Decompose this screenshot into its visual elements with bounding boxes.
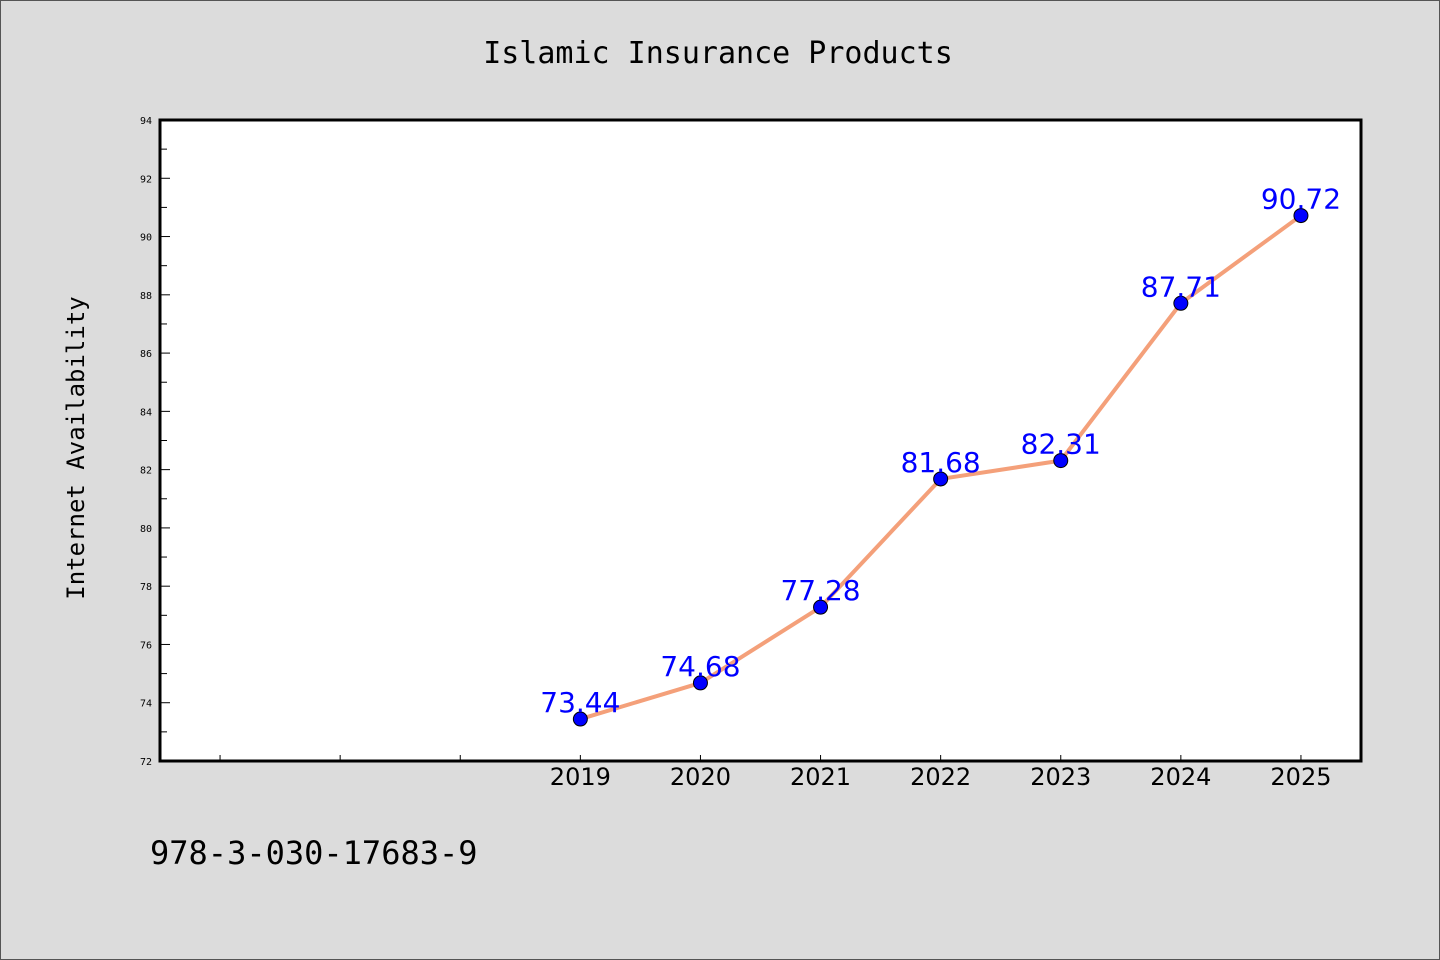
y-tick-label: 82	[140, 466, 152, 477]
data-point-marker	[813, 599, 829, 615]
y-tick-label: 92	[140, 174, 152, 185]
x-tick-label: 2022	[910, 763, 971, 791]
y-tick-label: 76	[140, 640, 152, 651]
x-tick-label: 2025	[1270, 763, 1331, 791]
series-layer: 73.44 74.68 77.28 81.68 82.31 87.71 90.72	[540, 183, 1341, 727]
y-axis-label: Internet Availability	[62, 296, 90, 599]
data-point-marker	[1293, 208, 1309, 224]
x-tick-label: 2021	[790, 763, 851, 791]
y-tick-label: 72	[140, 757, 152, 768]
data-label: 90.72	[1261, 183, 1341, 216]
x-axis: 2019 2020 2021 2022 2023 2024 2025	[219, 755, 1331, 791]
data-point-marker	[1053, 453, 1069, 469]
data-label: 87.71	[1141, 270, 1221, 303]
data-point-marker	[1173, 295, 1189, 311]
x-tick-label: 2023	[1030, 763, 1091, 791]
y-tick-label: 94	[140, 116, 152, 127]
y-tick-label: 84	[140, 407, 152, 418]
y-tick-label: 88	[140, 291, 152, 302]
y-tick-label: 80	[140, 524, 152, 535]
x-tick-label: 2024	[1150, 763, 1211, 791]
chart-title: Islamic Insurance Products	[483, 36, 953, 71]
y-tick-label: 90	[140, 233, 152, 244]
y-tick-label: 78	[140, 582, 152, 593]
plot-area	[158, 118, 1363, 763]
data-point-marker	[933, 471, 949, 487]
y-axis: 72 74 76 78 80 82 84 86 88 90 92 94	[140, 116, 170, 768]
data-point-marker	[572, 711, 588, 727]
data-label: 74.68	[660, 650, 740, 683]
data-label: 73.44	[540, 686, 620, 719]
x-tick-label: 2019	[550, 763, 611, 791]
data-label: 81.68	[901, 446, 981, 479]
x-tick-label: 2020	[670, 763, 731, 791]
y-tick-label: 86	[140, 349, 152, 360]
data-label: 77.28	[780, 574, 860, 607]
data-label: 82.31	[1021, 428, 1101, 461]
isbn-footer-text: 978-3-030-17683-9	[150, 834, 478, 872]
y-tick-label: 74	[140, 699, 152, 710]
data-point-marker	[692, 675, 708, 691]
